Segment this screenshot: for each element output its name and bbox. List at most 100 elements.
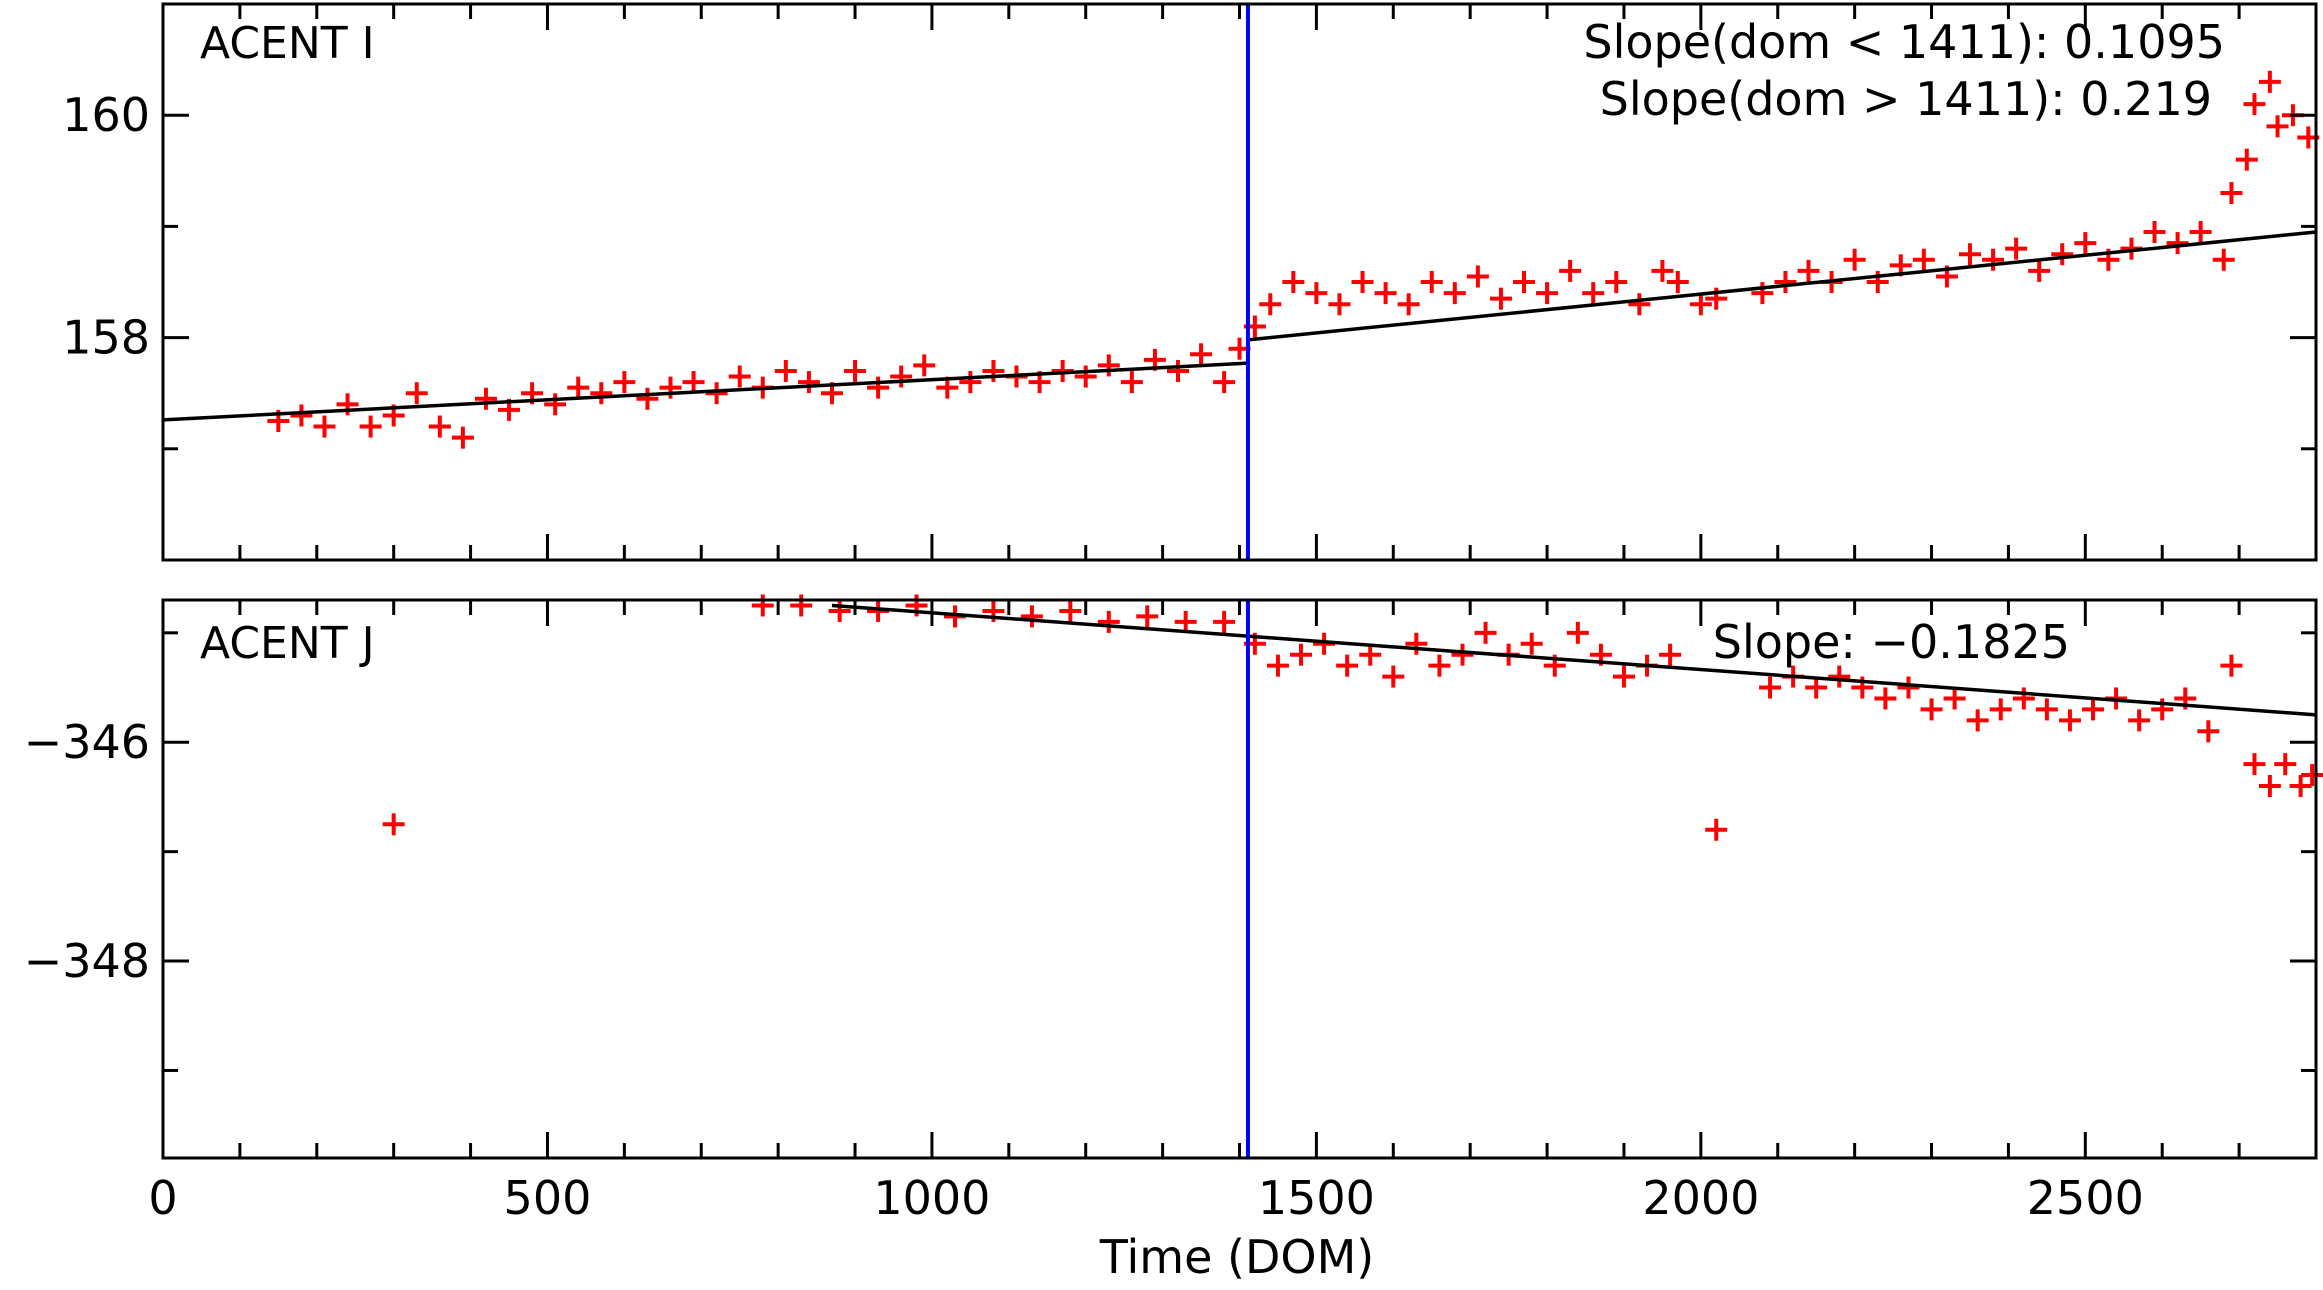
- panel-acent-i-point: [2235, 148, 2258, 171]
- x-axis-title: Time (DOM): [1099, 1230, 1374, 1284]
- panel-acent-j-label: ACENT J: [200, 618, 375, 669]
- panel-acent-j-point: [2082, 698, 2105, 721]
- panel-acent-i-points: [267, 70, 2320, 449]
- panel-acent-j-point: [1759, 676, 1782, 699]
- panel-acent-i-point: [1774, 271, 1797, 293]
- panel-acent-i-point: [1282, 271, 1305, 293]
- panel-acent-i-point: [844, 359, 867, 382]
- panel-acent-j-point: [1943, 687, 1966, 710]
- x-tick-label: 2000: [1642, 1171, 1759, 1225]
- panel-acent-j-point: [2035, 698, 2058, 721]
- panel-acent-j-frame: [161, 598, 2318, 1160]
- panel-acent-i-point: [913, 354, 936, 377]
- panel-acent-i-point: [2028, 259, 2051, 282]
- panel-acent-j-point: [1920, 698, 1943, 721]
- panel-acent-i-fit-line-0: [162, 361, 1249, 422]
- panel-acent-i-point: [890, 365, 913, 388]
- panel-acent-i-point: [313, 415, 336, 438]
- panel-acent-j-point: [1989, 698, 2012, 721]
- panel-acent-i-point: [2189, 220, 2212, 243]
- panel-acent-i-point: [1628, 293, 1651, 316]
- panel-acent-i-point: [2220, 182, 2243, 205]
- panel-acent-i-point: [590, 382, 613, 405]
- panel-acent-i-point: [1666, 271, 1689, 293]
- panel-acent-i-point: [1689, 293, 1712, 316]
- panel-acent-j-point: [1612, 665, 1635, 688]
- panel-acent-j-fit-line-0: [831, 603, 2317, 717]
- panel-acent-i-point: [613, 371, 636, 394]
- panel-acent-i-point: [2212, 248, 2235, 271]
- panel-acent-i-point: [1843, 248, 1866, 271]
- panel-acent-i-point: [1351, 271, 1374, 293]
- panel-acent-i-point: [290, 404, 313, 427]
- panel-acent-j-point: [790, 594, 813, 617]
- panel-acent-j-point: [1705, 818, 1728, 841]
- panel-acent-j-point: [2289, 775, 2312, 797]
- y-tick-label: 158: [62, 311, 150, 365]
- panel-acent-i-point: [1582, 282, 1605, 305]
- panel-acent-i-point: [867, 376, 890, 399]
- panel-acent-i-point: [1190, 343, 1213, 366]
- panel-acent-j-point: [382, 813, 405, 836]
- panel-acent-i-point: [1513, 271, 1536, 293]
- panel-acent-j-fit-lines: [831, 603, 2317, 717]
- panel-acent-i-point: [1982, 248, 2005, 271]
- panel-acent-j-point: [2058, 709, 2081, 732]
- panel-acent-i-point: [1443, 282, 1466, 305]
- x-axis-tick-labels: 0 500 1000 1500 2000 2500: [148, 1171, 2144, 1225]
- panel-acent-j-point: [1805, 676, 1828, 699]
- panel-acent-j-point: [828, 599, 851, 622]
- panel-acent-i-point: [544, 393, 567, 416]
- panel-acent-i-point: [1259, 293, 1282, 316]
- panel-acent-j-point: [1520, 632, 1543, 655]
- x-tick-label: 1000: [873, 1171, 990, 1225]
- x-tick-label: 2500: [2027, 1171, 2144, 1225]
- panel-acent-i-point: [636, 387, 659, 410]
- panel-acent-i-point: [1074, 365, 1097, 388]
- panel-acent-j-point: [1336, 654, 1359, 677]
- panel-acent-i-point: [1559, 259, 1582, 282]
- panel-acent-i-label: ACENT I: [200, 18, 375, 69]
- x-tick-label: 500: [504, 1171, 592, 1225]
- panel-acent-j-ytick-labels: −346 −348: [24, 715, 150, 988]
- panel-acent-i-point: [1912, 248, 1935, 271]
- panel-acent-i-point: [1605, 271, 1628, 293]
- panel-acent-j-point: [2301, 764, 2323, 787]
- panel-acent-j: −346 −348 0 500 1000 1500 2000 2500 ACENT J Sl…: [24, 594, 2323, 1284]
- panel-acent-i-point: [1420, 271, 1443, 293]
- panel-acent-i-point: [1751, 282, 1774, 305]
- panel-acent-i-point: [1536, 282, 1559, 305]
- panel-acent-j-point: [1828, 665, 1851, 688]
- panel-acent-i-point: [728, 365, 751, 388]
- panel-acent-i-point: [451, 426, 474, 449]
- panel-acent-j-point: [1020, 605, 1043, 628]
- panel-acent-i-point: [2005, 237, 2028, 260]
- panel-acent-i-point: [2051, 243, 2074, 266]
- panel-acent-i-point: [774, 359, 797, 382]
- panel-acent-i-point: [982, 359, 1005, 382]
- panel-acent-j-slope: Slope: −0.1825: [1713, 615, 2070, 669]
- panel-acent-i-point: [1374, 282, 1397, 305]
- panel-acent-j-point: [2128, 709, 2151, 732]
- panel-acent-i-slope-before: Slope(dom < 1411): 0.1095: [1583, 15, 2225, 69]
- y-tick-label: 160: [62, 88, 150, 142]
- panel-acent-j-point: [1136, 605, 1159, 628]
- panel-acent-j-point: [1966, 709, 1989, 732]
- panel-acent-j-point: [1266, 654, 1289, 677]
- panel-acent-i-point: [474, 387, 497, 410]
- panel-acent-j-point: [1474, 621, 1497, 644]
- panel-acent-j-point: [1359, 643, 1382, 666]
- panel-acent-i: 158 160 ACENT I Slope(dom < 1411): 0.1095…: [62, 2, 2320, 562]
- panel-acent-j-point: [1290, 643, 1313, 666]
- panel-acent-j-point: [1897, 676, 1920, 699]
- panel-acent-i-point: [1305, 282, 1328, 305]
- panel-acent-i-point: [359, 415, 382, 438]
- panel-acent-i-point: [1958, 243, 1981, 266]
- panel-acent-j-point: [2258, 775, 2281, 797]
- panel-acent-i-point: [1797, 259, 1820, 282]
- panel-acent-j-point: [1059, 599, 1082, 622]
- panel-acent-i-point: [2166, 232, 2189, 255]
- panel-acent-i-point: [705, 382, 728, 405]
- panel-acent-i-point: [1466, 265, 1489, 288]
